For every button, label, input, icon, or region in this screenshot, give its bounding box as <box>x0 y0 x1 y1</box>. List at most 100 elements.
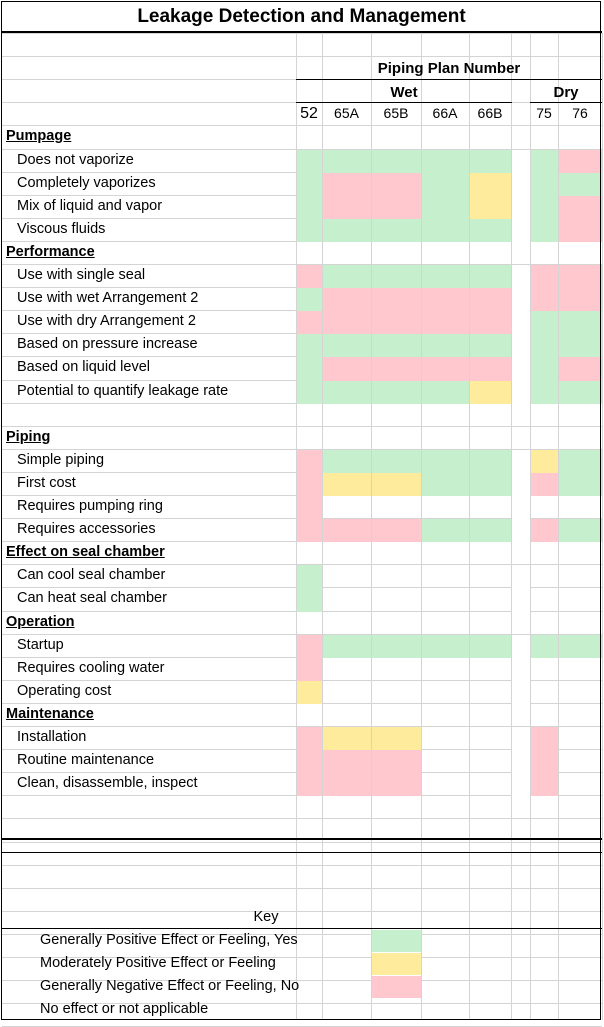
grid-col-line <box>296 33 297 1020</box>
rating-cell-52 <box>297 565 322 588</box>
key-label: Generally Positive Effect or Feeling, Ye… <box>40 932 298 948</box>
rating-cell-66a <box>422 265 469 288</box>
rating-cell-66a <box>422 357 469 381</box>
rating-cell-52 <box>297 265 322 288</box>
header-wet: Wet <box>390 84 418 101</box>
gap-cell <box>512 196 530 219</box>
rating-cell-66a <box>422 219 469 242</box>
rating-cell-65a <box>323 450 371 473</box>
column-header-65a: 65A <box>334 105 359 121</box>
rating-cell-65a <box>323 265 371 288</box>
key-swatch <box>372 976 421 998</box>
grid-row-line <box>2 1003 602 1004</box>
rating-cell-66b <box>470 265 511 288</box>
grid-row-line <box>2 426 602 427</box>
rating-cell-66a <box>422 334 469 357</box>
grid-col-line <box>511 33 512 1020</box>
grid-col-line <box>558 33 559 1020</box>
rating-cell-66b <box>470 219 511 242</box>
rating-cell-65b <box>372 288 421 311</box>
rating-cell-75 <box>531 334 558 357</box>
gap-cell <box>512 219 530 242</box>
rating-cell-75 <box>531 150 558 173</box>
separator-rule <box>2 838 602 840</box>
row-label: Routine maintenance <box>17 752 155 768</box>
grid-row-line <box>2 934 602 935</box>
rating-cell-65b <box>372 334 421 357</box>
rating-cell-76 <box>559 519 602 542</box>
section-pumpage: Pumpage <box>6 128 72 144</box>
gap-cell <box>512 265 530 288</box>
grid-col-line <box>530 33 531 1020</box>
gap-cell <box>512 288 530 311</box>
grid-col-line <box>371 33 372 1020</box>
key-swatch <box>372 953 421 975</box>
rating-cell-65b <box>372 150 421 173</box>
section-piping: Piping <box>6 429 51 445</box>
rating-cell-65a <box>323 334 371 357</box>
column-header-66b: 66B <box>477 105 503 121</box>
rating-cell-76 <box>559 219 602 242</box>
gap-cell <box>512 473 530 496</box>
section-maintenance: Maintenance <box>6 706 94 722</box>
header-dry: Dry <box>553 84 579 101</box>
gap-cell <box>512 150 530 173</box>
rating-cell-76 <box>559 311 602 334</box>
row-label: Viscous fluids <box>17 221 106 237</box>
rating-cell-75 <box>531 381 558 404</box>
rating-cell-76 <box>559 196 602 219</box>
rating-cell-66b <box>470 334 511 357</box>
rating-cell-65b <box>372 473 421 496</box>
rating-cell-65b <box>372 450 421 473</box>
grid-row-line <box>2 911 602 912</box>
grid-col-line <box>421 33 422 1020</box>
rating-cell-65b <box>372 727 421 750</box>
rating-cell-52 <box>297 334 322 357</box>
rating-cell-65b <box>372 311 421 334</box>
row-label: Can heat seal chamber <box>17 590 167 606</box>
rating-cell-52 <box>297 219 322 242</box>
grid-row-line <box>2 264 602 265</box>
section-effect-on-seal-chamber: Effect on seal chamber <box>6 544 165 560</box>
rating-cell-65a <box>323 311 371 334</box>
grid-row-line <box>2 634 602 635</box>
rating-cell-65a <box>323 150 371 173</box>
rating-cell-66b <box>470 173 511 196</box>
rating-cell-75 <box>531 473 558 496</box>
grid-row-line <box>2 125 602 126</box>
grid-col-line <box>322 33 323 1020</box>
rating-cell-65a <box>323 773 371 796</box>
gap-cell <box>512 565 530 588</box>
rating-cell-52 <box>297 635 322 658</box>
row-label: Potential to quantify leakage rate <box>17 383 229 399</box>
section-performance: Performance <box>6 244 95 260</box>
rating-cell-76 <box>559 334 602 357</box>
rating-cell-65a <box>323 357 371 381</box>
grid-row-line <box>2 980 602 981</box>
grid-col-line <box>469 33 470 1020</box>
rating-cell-65a <box>323 381 371 404</box>
rating-cell-75 <box>531 288 558 311</box>
grid-row-line <box>2 56 602 57</box>
gap-cell <box>512 773 530 796</box>
rating-cell-65b <box>372 173 421 196</box>
column-header-66a: 66A <box>432 105 458 121</box>
rating-cell-75 <box>531 311 558 334</box>
rating-cell-76 <box>559 173 602 196</box>
rating-cell-65b <box>372 773 421 796</box>
rating-cell-52 <box>297 681 322 704</box>
rating-cell-65a <box>323 288 371 311</box>
rating-cell-66a <box>422 635 469 658</box>
rating-cell-52 <box>297 357 322 381</box>
separator-rule <box>2 852 602 853</box>
rating-cell-65b <box>372 357 421 381</box>
row-label: First cost <box>17 475 76 491</box>
gap-cell <box>512 173 530 196</box>
rating-cell-66a <box>422 173 469 196</box>
rating-cell-66b <box>470 450 511 473</box>
rating-cell-65b <box>372 219 421 242</box>
rating-cell-66a <box>422 288 469 311</box>
rating-cell-76 <box>559 450 602 473</box>
gap-cell <box>512 519 530 542</box>
